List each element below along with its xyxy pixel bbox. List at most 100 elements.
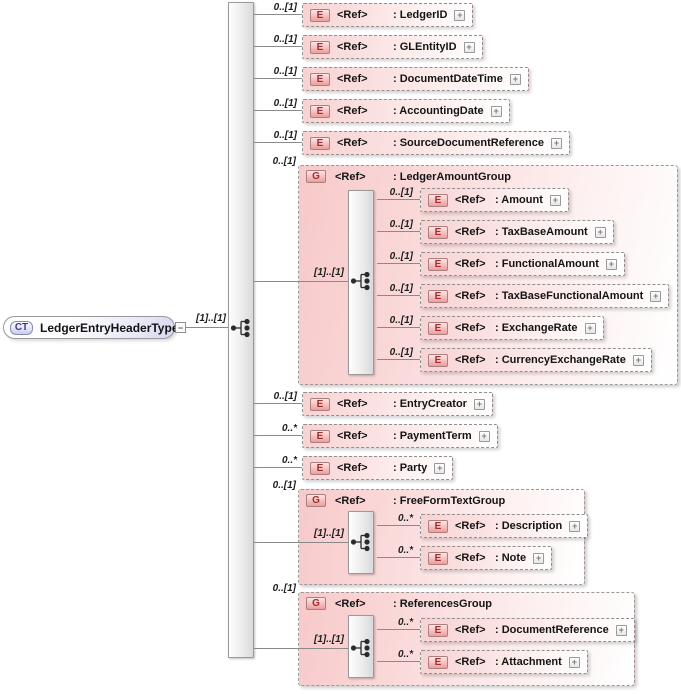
element-name: : Amount [495,194,543,206]
expand-icon[interactable]: + [490,105,502,117]
expand-icon[interactable]: + [568,656,580,668]
ref-label: <Ref> [455,258,486,270]
element-badge: E [428,519,448,533]
element-currencyexchangerate[interactable]: E <Ref> : CurrencyExchangeRate + [420,348,652,372]
expand-icon[interactable]: + [473,398,485,410]
complex-type-name: LedgerEntryHeaderType [40,320,179,335]
connector-line [377,199,420,200]
connector-line [254,435,302,436]
element-exchangerate[interactable]: E <Ref> : ExchangeRate + [420,316,604,340]
sequence-icon[interactable] [230,317,254,339]
ref-label: <Ref> [337,398,368,410]
sequence-icon[interactable] [350,270,374,292]
element-documentdatetime[interactable]: E <Ref> : DocumentDateTime + [302,67,529,91]
connector-line [377,327,420,328]
root-cardinality-label: [1]..[1] [196,313,226,324]
expand-icon[interactable]: + [615,624,627,636]
element-note[interactable]: E <Ref> : Note + [420,546,553,570]
cardinality-label: 0..[1] [273,34,297,45]
element-description[interactable]: E <Ref> : Description + [420,514,589,538]
connector-line [377,557,420,558]
group-badge: G [306,597,326,610]
connector-line [377,263,420,264]
element-taxbasefunctionalamount[interactable]: E <Ref> : TaxBaseFunctionalAmount + [420,284,670,308]
cardinality-label: 0..* [397,617,413,628]
connector-line [377,231,420,232]
ref-label: <Ref> [455,520,486,532]
element-functionalamount[interactable]: E <Ref> : FunctionalAmount + [420,252,625,276]
element-party[interactable]: E <Ref> : Party + [302,456,454,480]
element-badge: E [428,655,448,669]
expand-icon[interactable]: + [533,552,545,564]
complex-type-badge: CT [10,320,33,335]
element-taxbaseamount[interactable]: E <Ref> : TaxBaseAmount + [420,220,614,244]
connector-line [377,525,420,526]
ref-label: <Ref> [337,137,368,149]
ref-label: <Ref> [337,462,368,474]
element-name: : AccountingDate [393,105,484,117]
expand-icon[interactable]: + [478,430,490,442]
ref-label: <Ref> [337,9,368,21]
ref-label: <Ref> [455,290,486,302]
connector-line [254,281,348,282]
group-header: G <Ref> : FreeFormTextGroup [306,493,505,508]
ref-label: <Ref> [455,552,486,564]
cardinality-label: 0..* [281,455,297,466]
group-header: G <Ref> : ReferencesGroup [306,596,492,611]
ref-label: <Ref> [455,354,486,366]
element-paymentterm[interactable]: E <Ref> : PaymentTerm + [302,424,498,448]
group-badge: G [306,494,326,507]
element-ledgerid[interactable]: E <Ref> : LedgerID + [302,3,474,27]
expand-icon[interactable]: + [509,73,521,85]
ref-label: <Ref> [337,41,368,53]
expand-icon[interactable]: + [551,137,562,149]
element-glentityid[interactable]: E <Ref> : GLEntityID + [302,35,483,59]
expand-icon[interactable]: + [454,9,466,21]
element-entrycreator[interactable]: E <Ref> : EntryCreator + [302,392,493,416]
expand-icon[interactable]: + [650,290,662,302]
element-badge: E [428,193,448,207]
element-badge: E [310,8,330,22]
connector-line [377,359,420,360]
ref-label: <Ref> [455,656,486,668]
element-name: : LedgerID [393,9,448,21]
sequence-icon[interactable] [350,637,374,659]
element-name: : TaxBaseAmount [495,226,588,238]
cardinality-label: 0..[1] [389,187,413,198]
cardinality-label: 0..[1] [389,347,413,358]
sequence-icon[interactable] [350,531,374,553]
element-name: : FunctionalAmount [495,258,599,270]
element-sourcedocumentreference[interactable]: E <Ref> : SourceDocumentReference + [302,131,570,155]
element-badge: E [310,40,330,54]
cardinality-label: 0..[1] [272,583,296,594]
cardinality-label: 0..[1] [389,315,413,326]
element-amount[interactable]: E <Ref> : Amount + [420,188,569,212]
complex-type-node[interactable]: CT LedgerEntryHeaderType [3,316,179,339]
expand-icon[interactable]: + [584,322,596,334]
connector-line [377,629,420,630]
ref-label: <Ref> [337,73,368,85]
ref-label: <Ref> [455,226,486,238]
expand-icon[interactable]: + [463,41,475,53]
collapse-icon[interactable]: − [175,322,186,333]
ref-label: <Ref> [335,170,366,183]
ref-label: <Ref> [335,494,366,507]
connector-line [377,295,420,296]
connector-line [254,14,302,15]
expand-icon[interactable]: + [605,258,617,270]
element-attachment[interactable]: E <Ref> : Attachment + [420,650,588,674]
element-documentreference[interactable]: E <Ref> : DocumentReference + [420,618,635,642]
element-name: : SourceDocumentReference [393,137,544,149]
expand-icon[interactable]: + [569,520,581,532]
expand-icon[interactable]: + [434,462,446,474]
element-badge: E [428,353,448,367]
cardinality-label: 0..[1] [389,283,413,294]
element-accountingdate[interactable]: E <Ref> : AccountingDate + [302,99,510,123]
expand-icon[interactable]: + [632,354,644,366]
group-header: G <Ref> : LedgerAmountGroup [306,169,511,184]
element-badge: E [310,397,330,411]
expand-icon[interactable]: + [549,194,561,206]
sequence-cardinality-label: [1]..[1] [314,528,344,539]
element-name: : CurrencyExchangeRate [495,354,626,366]
expand-icon[interactable]: + [594,226,606,238]
